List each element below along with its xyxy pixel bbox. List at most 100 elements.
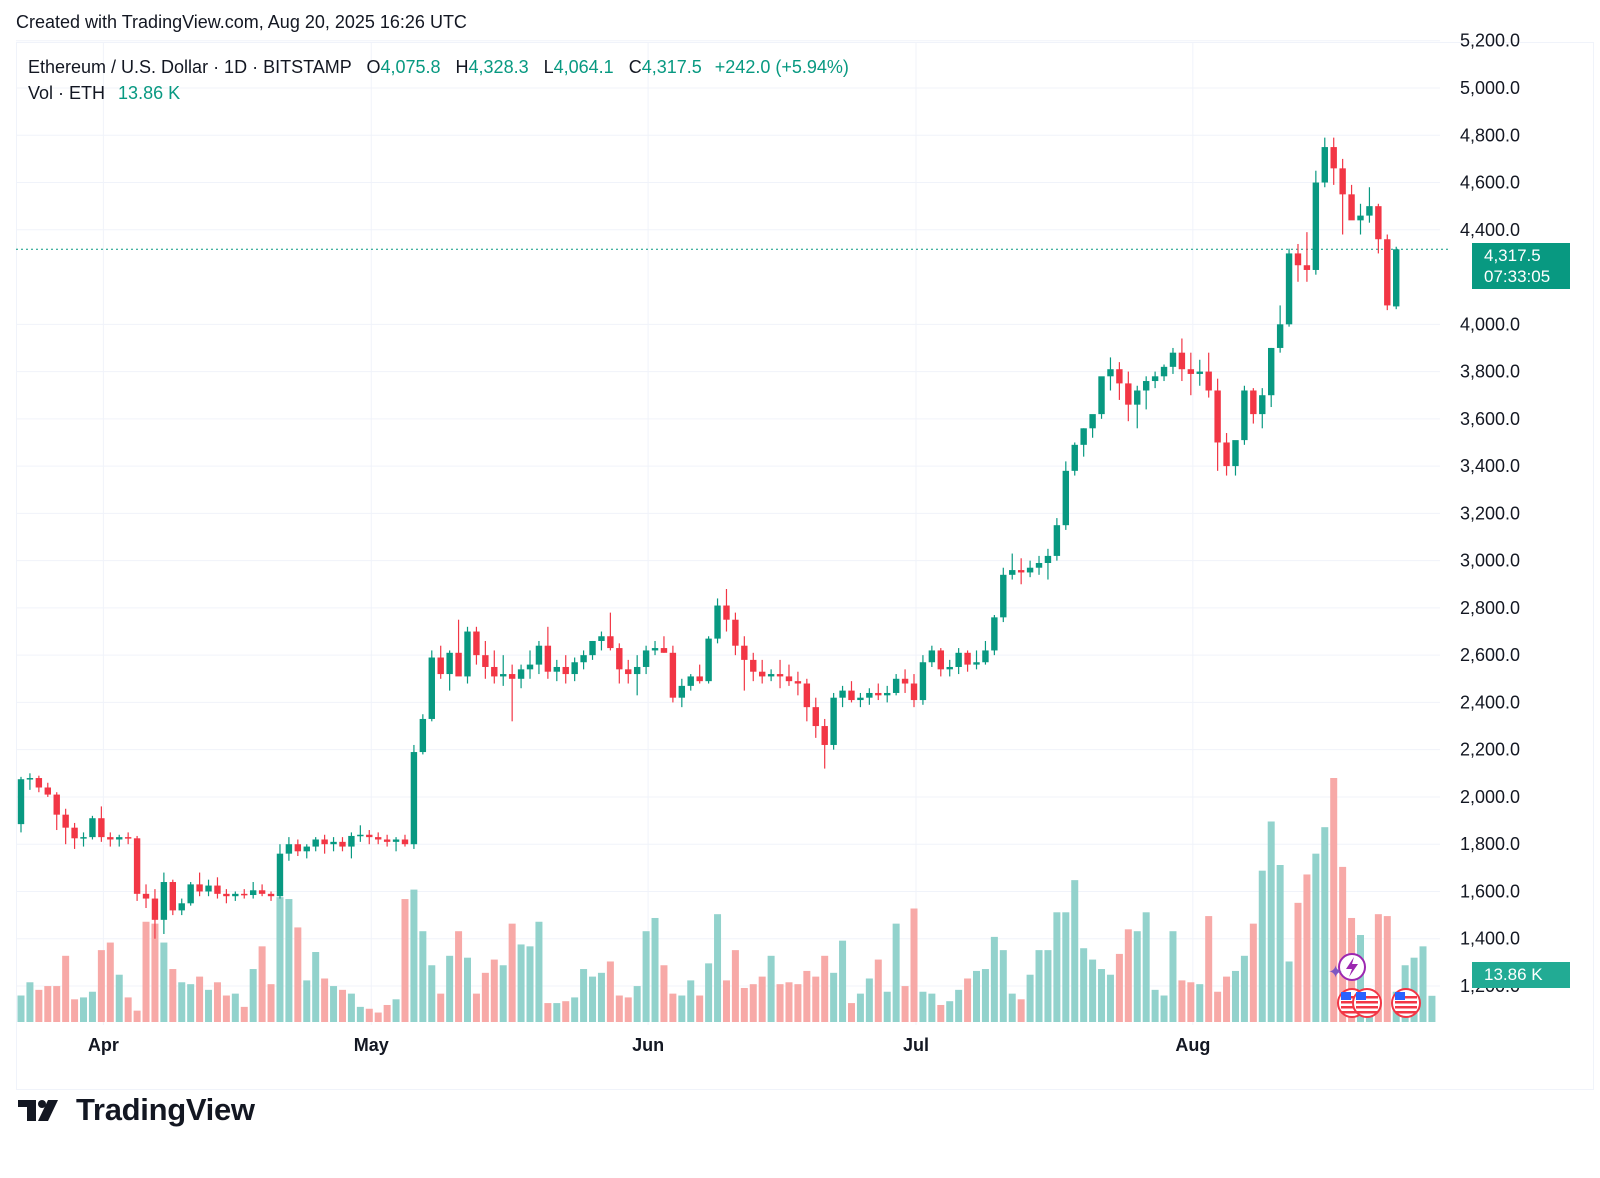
volume-bar (44, 986, 52, 1022)
candle (249, 882, 257, 899)
volume-bar (821, 955, 829, 1022)
volume-label[interactable]: Vol · ETH (28, 83, 106, 103)
candle-body (687, 676, 694, 686)
volume-bar (115, 974, 123, 1022)
candle (553, 659, 560, 682)
created-with-text: Created with TradingView.com, Aug 20, 20… (16, 12, 467, 32)
volume-bar (1321, 827, 1329, 1022)
candle-body (1259, 395, 1266, 415)
candle-body (526, 664, 534, 670)
candle (946, 659, 953, 677)
candle (1098, 376, 1105, 419)
symbol-legend: Ethereum / U.S. Dollar · 1D · BITSTAMP O… (28, 54, 849, 106)
candle-body (776, 674, 784, 677)
candle (848, 681, 855, 703)
flag-canton (1341, 992, 1351, 1000)
candle (651, 640, 659, 656)
candle-body (267, 893, 275, 897)
price-tick-label: 1,600.0 (1460, 881, 1520, 901)
candle-body (375, 837, 382, 840)
candle-body (1178, 352, 1186, 370)
volume-bar (1115, 953, 1123, 1022)
tradingview-logo[interactable]: TradingView (18, 1092, 255, 1128)
candle (357, 825, 364, 842)
us-flag-event-icon[interactable] (1391, 988, 1421, 1018)
candle (366, 830, 373, 845)
volume-bar (1374, 914, 1382, 1022)
price-tick-label: 3,800.0 (1460, 362, 1520, 382)
symbol-title[interactable]: Ethereum / U.S. Dollar · 1D · BITSTAMP (28, 57, 352, 77)
candle (410, 744, 418, 849)
candle (178, 898, 185, 916)
price-tick-label: 4,600.0 (1460, 173, 1520, 193)
candle (1375, 203, 1382, 254)
candle (526, 650, 534, 679)
candle (142, 884, 150, 909)
volume-bar (80, 997, 88, 1022)
volume-bar (249, 969, 257, 1022)
volume-bar (508, 923, 516, 1022)
candle-body (964, 652, 971, 665)
candle (330, 837, 337, 852)
candle-body (1053, 525, 1061, 556)
volume-bar (901, 986, 909, 1022)
volume-bar (1249, 923, 1257, 1022)
candle (625, 659, 632, 684)
volume-bar (1008, 993, 1016, 1022)
candle-body (294, 844, 302, 852)
volume-bar (1142, 912, 1150, 1022)
volume-bar (1428, 995, 1436, 1022)
candle-body (357, 834, 364, 837)
candle-body (884, 692, 891, 696)
volume-bar (303, 980, 311, 1022)
open-value: 4,075.8 (380, 57, 441, 77)
candle (589, 640, 596, 660)
volume-bar (1133, 931, 1141, 1022)
volume-bar (973, 970, 981, 1022)
candle-body (991, 617, 998, 651)
candle (1214, 378, 1221, 471)
candle (1259, 388, 1266, 429)
volume-bar (865, 978, 873, 1022)
candle (71, 822, 78, 849)
candle (375, 832, 382, 845)
candle-body (705, 638, 712, 682)
price-tick-label: 5,000.0 (1460, 78, 1520, 98)
candle (660, 636, 668, 653)
price-tick-label: 4,800.0 (1460, 125, 1520, 145)
price-tick-label: 4,400.0 (1460, 220, 1520, 240)
volume-bar (589, 976, 597, 1022)
volume-bar (347, 993, 355, 1022)
flag-stripe (1395, 996, 1417, 999)
candle-body (187, 884, 194, 904)
volume-bar (133, 1010, 141, 1022)
volume-bar (1285, 961, 1293, 1022)
price-tick-label: 4,000.0 (1460, 314, 1520, 334)
change-value: +242.0 (+5.94%) (714, 57, 849, 77)
candle (910, 674, 918, 708)
candle-body (455, 652, 462, 677)
candle (1125, 371, 1132, 422)
candle-body (26, 778, 34, 780)
chart-frame[interactable] (16, 42, 1594, 1090)
volume-bar (615, 995, 623, 1022)
candle (767, 669, 775, 682)
volume-bar (1062, 912, 1070, 1022)
volume-bar (35, 989, 43, 1022)
price-tick-label: 1,400.0 (1460, 929, 1520, 949)
lightning-event-icon[interactable] (1338, 953, 1366, 981)
us-flag-event-icon[interactable] (1352, 988, 1382, 1018)
candle (196, 872, 203, 897)
candle (1134, 385, 1141, 429)
candle-body (1250, 390, 1257, 415)
candle (383, 834, 391, 847)
volume-bar (338, 989, 346, 1022)
volume-bar (1267, 821, 1275, 1022)
candle-body (169, 882, 177, 911)
candle (428, 650, 435, 722)
candle (124, 832, 132, 845)
volume-bar (642, 931, 650, 1022)
candle-body (1348, 194, 1355, 221)
candle-body (348, 835, 355, 847)
